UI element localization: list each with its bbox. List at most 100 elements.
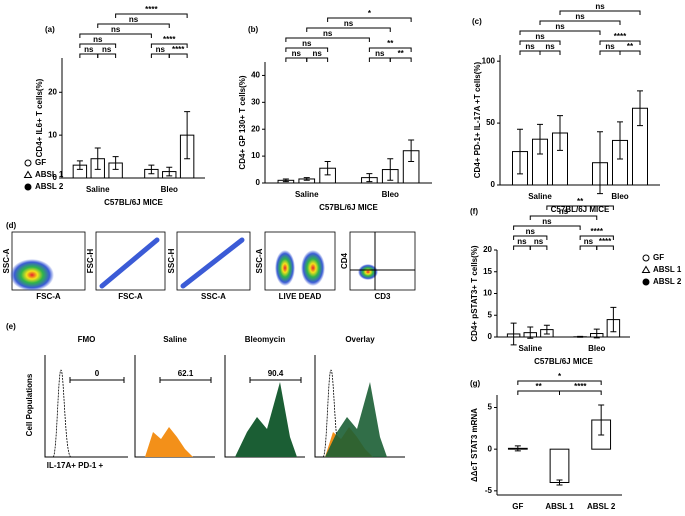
hist-title: Saline	[163, 335, 187, 344]
x-axis-label: C57BL/6J MICE	[104, 198, 163, 207]
hist-axes	[44, 355, 128, 458]
flow-y-label: CD4	[340, 252, 349, 269]
significance-bracket	[517, 390, 560, 395]
bar	[549, 448, 570, 483]
significance-label: ns	[575, 12, 585, 21]
y-axis-label: CD4+ pSTAT3+ T cells(%)	[470, 245, 479, 342]
significance-label: ****	[614, 32, 627, 41]
significance-label: ns	[102, 45, 112, 54]
error-bar	[556, 479, 563, 486]
density	[99, 237, 160, 289]
legend-marker	[642, 278, 650, 286]
significance-bracket	[529, 215, 598, 220]
significance-label: ns	[525, 42, 535, 51]
flow-x-label: CD3	[374, 292, 391, 301]
error-bar	[324, 160, 331, 176]
significance-bracket	[519, 50, 541, 55]
x-tick-label: ABSL 1	[545, 502, 574, 511]
density	[358, 264, 378, 280]
y-tick-label: 20	[483, 245, 492, 254]
y-tick-label: 20	[48, 87, 57, 96]
significance-label: ****	[574, 382, 587, 391]
significance-bracket	[115, 13, 188, 18]
flow-x-label: FSC-A	[118, 292, 143, 301]
significance-bracket	[559, 10, 641, 15]
y-tick-label: 40	[251, 71, 260, 80]
x-tick-label: Bleo	[382, 190, 399, 199]
significance-bracket	[513, 235, 548, 240]
y-tick-label: 5	[488, 310, 493, 319]
y-tick-label: 5	[488, 403, 493, 412]
error-bar	[366, 173, 373, 183]
significance-label: ns	[93, 35, 103, 44]
y-tick-label: 10	[251, 151, 260, 160]
y-tick-label: 0	[488, 332, 493, 341]
significance-label: **	[627, 42, 634, 51]
x-tick-label: ABSL 2	[587, 502, 616, 511]
error-bar	[112, 156, 119, 170]
panel-label: (g)	[470, 379, 481, 388]
error-bar	[510, 322, 517, 346]
error-bar	[94, 147, 101, 170]
significance-label: ns	[605, 42, 615, 51]
significance-label: ns	[526, 227, 536, 236]
legend-label: ABSL 2	[653, 277, 682, 286]
gate-value: 0	[95, 369, 100, 378]
significance-bracket	[306, 57, 329, 62]
panel-label: (a)	[45, 25, 55, 34]
legend-label: ABSL 2	[35, 182, 64, 191]
significance-bracket	[79, 43, 117, 48]
significance-bracket	[368, 57, 391, 62]
significance-bracket	[529, 245, 548, 250]
significance-bracket	[285, 37, 370, 42]
hist-title: Overlay	[345, 335, 375, 344]
legend-marker	[641, 265, 651, 273]
gate-value: 62.1	[178, 369, 194, 378]
significance-bracket	[513, 245, 531, 250]
significance-label: *	[558, 372, 562, 381]
x-tick-label: Saline	[86, 185, 110, 194]
x-tick-label: GF	[512, 502, 523, 511]
significance-label: ****	[591, 227, 604, 236]
significance-bracket	[285, 47, 329, 52]
gate	[159, 377, 212, 383]
significance-label: **	[387, 39, 394, 48]
error-bar	[387, 158, 394, 181]
significance-bracket	[596, 245, 614, 250]
significance-label: ns	[545, 42, 555, 51]
significance-label: ns	[129, 15, 139, 24]
flow-plot	[349, 231, 416, 291]
y-tick-label: 0	[491, 180, 496, 189]
hist-fmo	[52, 369, 72, 458]
y-tick-label: 10	[48, 130, 57, 139]
significance-bracket	[79, 53, 99, 58]
significance-label: ns	[542, 217, 552, 226]
significance-label: ****	[145, 5, 158, 14]
significance-label: ns	[84, 45, 94, 54]
x-axis-label: C57BL/6J MICE	[551, 205, 610, 214]
hist-title: FMO	[78, 335, 96, 344]
y-axis-label: CD4+ IL6+ T cells(%)	[35, 78, 44, 157]
y-tick-label: 0	[53, 173, 58, 182]
error-bar	[617, 121, 623, 160]
significance-label: ns	[302, 39, 312, 48]
significance-label: ns	[323, 29, 333, 38]
significance-label: ns	[375, 49, 385, 58]
error-bar	[517, 128, 523, 175]
significance-bracket	[389, 57, 412, 62]
significance-label: **	[536, 382, 543, 391]
legend-marker	[24, 159, 32, 167]
legend-label: GF	[35, 158, 46, 167]
density	[180, 237, 245, 289]
significance-bracket	[546, 205, 614, 210]
significance-bracket	[150, 53, 170, 58]
error-bar	[637, 90, 643, 127]
x-tick-label: Bleo	[611, 192, 628, 201]
flow-y-label: SSC-H	[167, 248, 176, 273]
panel-label: (b)	[248, 25, 259, 34]
x-tick-label: Saline	[528, 192, 552, 201]
legend-marker	[642, 254, 650, 262]
hist-bleomycin	[235, 382, 297, 457]
significance-label: ns	[535, 32, 545, 41]
